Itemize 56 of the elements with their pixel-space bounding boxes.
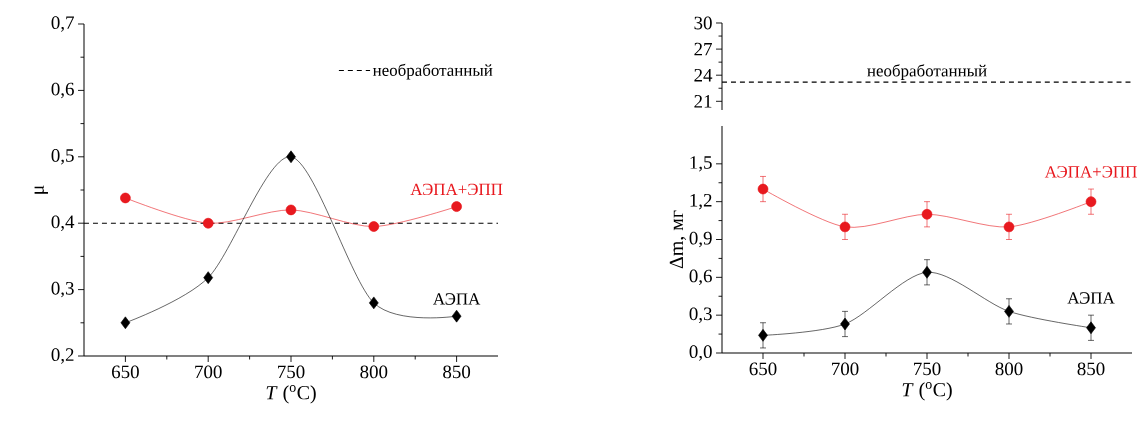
- y-tick-label: 27: [694, 42, 712, 56]
- x-axis-title: T ($^{o}$C): [902, 382, 952, 401]
- point: [840, 317, 850, 331]
- y-tick-label: 0,9: [689, 231, 712, 248]
- y-tick-label: 0,2: [51, 348, 74, 364]
- x-tick-label: 800: [360, 365, 388, 379]
- y-tick-label: 0,3: [689, 307, 712, 323]
- y-tick-label: 30: [694, 16, 712, 30]
- point: [120, 192, 131, 204]
- point: [286, 150, 296, 164]
- x-tick-label: 850: [1077, 362, 1105, 376]
- y-tick-label: 0,6: [689, 269, 712, 286]
- x-tick-label: 850: [443, 365, 471, 379]
- point: [203, 271, 213, 284]
- point: [758, 329, 768, 342]
- point: [839, 221, 851, 233]
- point: [451, 201, 462, 212]
- y-tick-label: 0,7: [51, 16, 74, 32]
- x-tick-label: 700: [195, 365, 222, 379]
- ref-line-label: необработанный: [867, 64, 987, 80]
- point: [368, 221, 380, 232]
- y-axis-title: μ: [34, 185, 48, 194]
- series-label: АЭПА+ЭПП: [1044, 166, 1137, 178]
- point: [1004, 305, 1014, 318]
- x-tick-label: 800: [995, 362, 1023, 376]
- point: [120, 316, 131, 330]
- point: [285, 204, 297, 216]
- point: [202, 217, 214, 229]
- y-tick-label: 0,3: [51, 281, 74, 298]
- y-axis-title: Δm, мг: [669, 210, 686, 269]
- series-label: АЭПА+ЭПП: [410, 183, 503, 196]
- point: [1085, 196, 1097, 207]
- x-axis-title: T ($^{o}$C): [266, 385, 316, 404]
- point: [369, 296, 379, 310]
- point: [451, 309, 462, 323]
- y-tick-label: 0,5: [51, 149, 74, 165]
- y-tick-label: 0,6: [51, 82, 74, 99]
- y-tick-label: 24: [694, 68, 713, 82]
- point: [1086, 321, 1096, 335]
- y-tick-label: 1,5: [690, 156, 712, 172]
- x-tick-label: 700: [832, 362, 859, 376]
- y-tick-label: 1,2: [690, 193, 712, 210]
- x-tick-label: 750: [914, 362, 941, 376]
- legend-label: необработанный: [372, 63, 493, 80]
- point: [757, 183, 769, 195]
- y-tick-label: 0,4: [51, 215, 75, 231]
- x-tick-label: 650: [749, 362, 777, 376]
- y-tick-label: 0,0: [689, 345, 712, 361]
- series-label: АЭПА: [433, 293, 481, 305]
- x-tick-label: 650: [112, 365, 139, 379]
- x-tick-label: 750: [278, 365, 305, 379]
- point: [1003, 221, 1015, 233]
- point: [922, 266, 932, 279]
- series-label: АЭПА: [1067, 292, 1115, 304]
- point: [921, 208, 933, 220]
- y-tick-label: 21: [694, 95, 712, 108]
